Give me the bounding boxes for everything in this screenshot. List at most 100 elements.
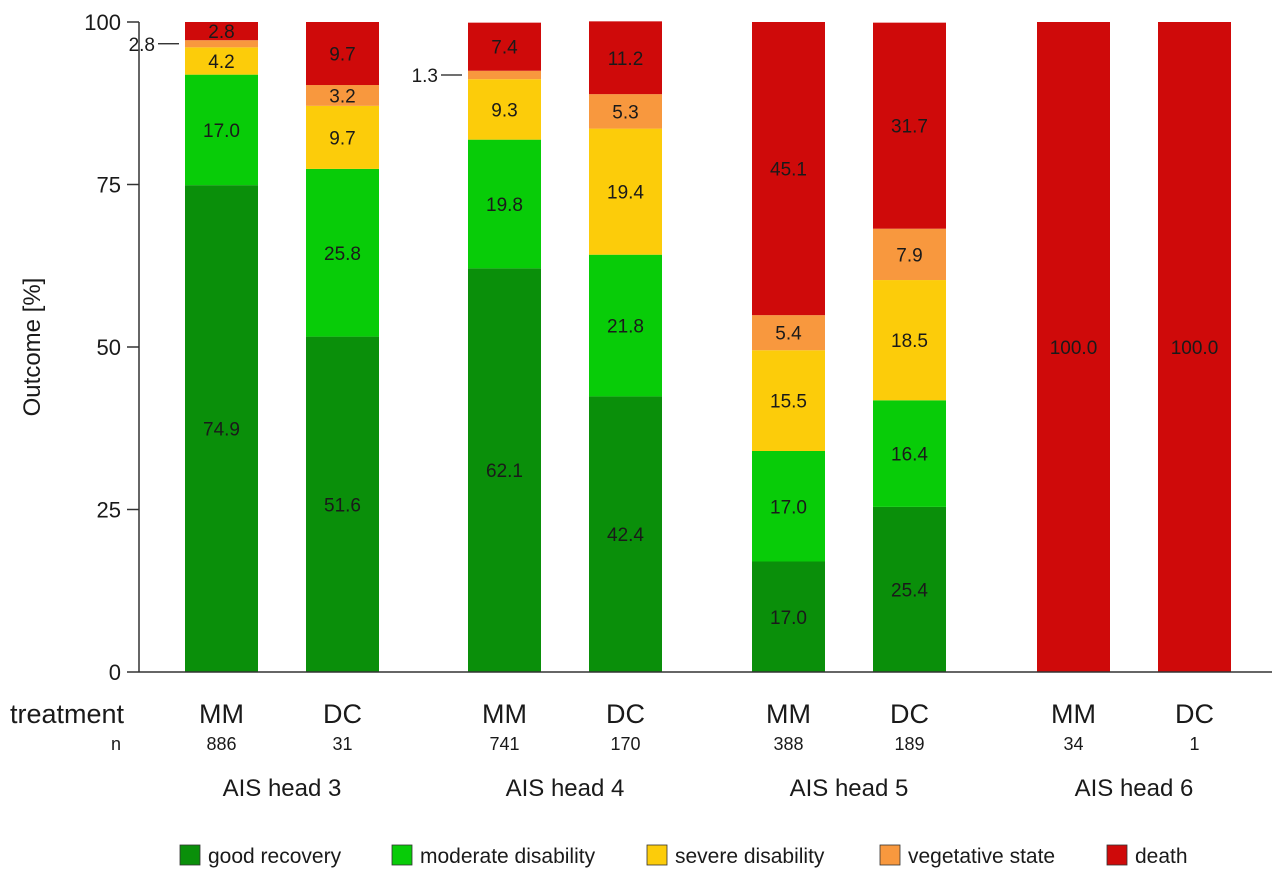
n-label: 170 xyxy=(610,734,640,754)
data-label: 19.4 xyxy=(607,183,644,204)
bar-segment-moderate-disability xyxy=(468,139,541,269)
data-label: 4.2 xyxy=(208,52,234,73)
data-label: 25.4 xyxy=(891,580,928,601)
legend-label: moderate disability xyxy=(420,845,596,868)
bar-segment-moderate-disability xyxy=(589,254,662,397)
data-label: 17.0 xyxy=(770,608,807,629)
data-label: 100.0 xyxy=(1050,338,1098,359)
data-label: 45.1 xyxy=(770,160,807,181)
bar-segment-good-recovery xyxy=(468,268,541,672)
group-label: AIS head 6 xyxy=(1075,775,1194,802)
data-label: 1.3 xyxy=(412,66,438,87)
y-tick-label: 25 xyxy=(97,498,121,523)
data-label: 42.4 xyxy=(607,525,644,546)
group-label: AIS head 3 xyxy=(223,775,342,802)
n-row-label: n xyxy=(111,734,121,754)
data-label: 3.2 xyxy=(329,86,355,107)
legend-label: good recovery xyxy=(208,845,342,868)
bar-segment-severe-disability xyxy=(589,128,662,255)
data-label: 9.7 xyxy=(329,45,355,66)
bar-segment-good-recovery xyxy=(306,336,379,672)
treatment-label: DC xyxy=(890,699,929,729)
bar-segment-good-recovery xyxy=(752,561,825,672)
data-label: 17.0 xyxy=(203,121,240,142)
n-label: 189 xyxy=(894,734,924,754)
bar-segment-vegetative-state xyxy=(468,70,541,80)
data-label: 18.5 xyxy=(891,331,928,352)
data-label: 16.4 xyxy=(891,445,928,466)
treatment-label: DC xyxy=(323,699,362,729)
data-label: 7.4 xyxy=(491,38,518,59)
data-label: 7.9 xyxy=(896,245,922,266)
n-label: 388 xyxy=(773,734,803,754)
y-tick-label: 75 xyxy=(97,173,121,198)
legend-swatch-severe-disability xyxy=(646,844,668,866)
data-label: 17.0 xyxy=(770,497,807,518)
data-label: 5.4 xyxy=(775,324,802,345)
treatment-label: DC xyxy=(606,699,645,729)
bar-segment-vegetative-state xyxy=(873,228,946,281)
y-axis-title: Outcome [%] xyxy=(19,278,46,417)
bar-segment-moderate-disability xyxy=(306,168,379,337)
n-label: 741 xyxy=(489,734,519,754)
n-label: 31 xyxy=(332,734,352,754)
data-label: 25.8 xyxy=(324,244,361,265)
data-label: 74.9 xyxy=(203,420,240,441)
bar-segment-death xyxy=(873,22,946,229)
data-label: 100.0 xyxy=(1171,338,1219,359)
data-label: 5.3 xyxy=(612,102,638,123)
data-label: 2.8 xyxy=(208,22,234,43)
bar-segment-death xyxy=(468,22,541,71)
bar-segment-death xyxy=(306,22,379,86)
bars-layer xyxy=(185,21,1231,672)
bar-segment-death xyxy=(185,22,258,41)
data-label: 9.7 xyxy=(329,128,355,149)
treatment-row-label: treatment xyxy=(10,699,125,729)
treatment-label: MM xyxy=(482,699,527,729)
group-label: AIS head 5 xyxy=(790,775,909,802)
legend-swatch-vegetative-state xyxy=(879,844,901,866)
data-label: 2.8 xyxy=(129,35,155,56)
bar-segment-vegetative-state xyxy=(589,94,662,129)
data-label: 15.5 xyxy=(770,392,807,413)
data-label: 21.8 xyxy=(607,317,644,338)
bar-segment-vegetative-state xyxy=(306,85,379,106)
bar-segment-severe-disability xyxy=(752,350,825,451)
bar-segment-good-recovery xyxy=(873,506,946,672)
bar-segment-death xyxy=(1158,22,1231,672)
legend-label: vegetative state xyxy=(908,845,1055,868)
data-label: 62.1 xyxy=(486,461,523,482)
legend-swatch-death xyxy=(1106,844,1128,866)
data-label: 19.8 xyxy=(486,195,523,216)
bar-segment-severe-disability xyxy=(873,280,946,401)
bar-segment-death xyxy=(752,22,825,316)
bar-segment-moderate-disability xyxy=(873,400,946,507)
bar-segment-death xyxy=(1037,22,1110,672)
bar-segment-vegetative-state xyxy=(752,315,825,351)
n-label: 886 xyxy=(206,734,236,754)
legend: good recovery moderate disability severe d… xyxy=(179,844,1188,868)
treatment-label: MM xyxy=(766,699,811,729)
axis-layer xyxy=(127,21,1272,673)
bar-segment-vegetative-state xyxy=(185,40,258,48)
data-label: 11.2 xyxy=(608,49,644,70)
bar-segment-death xyxy=(589,21,662,95)
legend-label: severe disability xyxy=(675,845,825,868)
data-label: 9.3 xyxy=(491,100,517,121)
labels-layer: 0 25 50 75 100 74.9 17.0 4.2 2.8 2.8 MM 886 51.6 25.8… xyxy=(84,10,1218,802)
bar-segment-good-recovery xyxy=(185,185,258,672)
group-label: AIS head 4 xyxy=(506,775,625,802)
data-label: 31.7 xyxy=(891,117,928,138)
data-label: 51.6 xyxy=(324,495,361,516)
y-tick-label: 50 xyxy=(97,335,121,360)
legend-swatch-moderate-disability xyxy=(391,844,413,866)
y-tick-label: 100 xyxy=(84,10,121,35)
legend-swatch-good-recovery xyxy=(179,844,201,866)
n-label: 1 xyxy=(1189,734,1199,754)
bar-segment-severe-disability xyxy=(306,105,379,169)
bar-segment-severe-disability xyxy=(468,79,541,140)
treatment-label: DC xyxy=(1175,699,1214,729)
bar-segment-good-recovery xyxy=(589,396,662,672)
bar-segment-moderate-disability xyxy=(185,74,258,186)
